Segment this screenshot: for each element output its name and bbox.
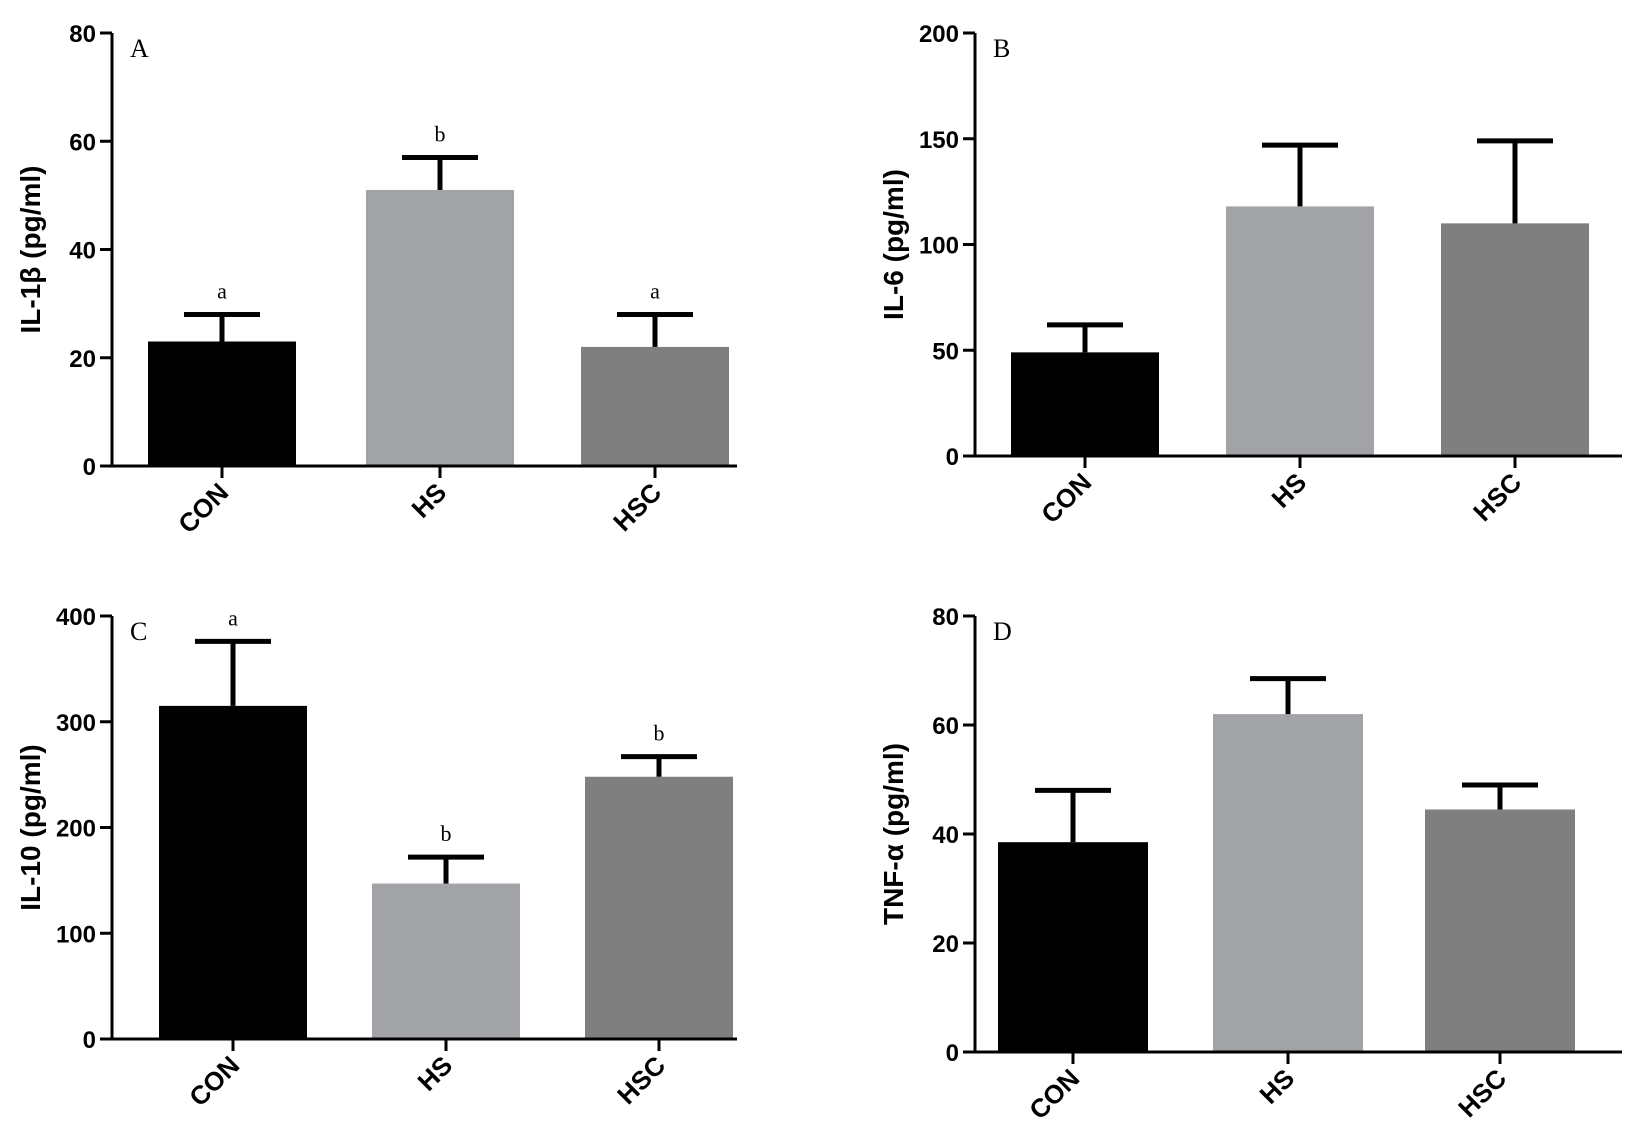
y-tick-label-b-0: 0 <box>946 444 959 471</box>
significance-a-con: a <box>217 278 227 303</box>
bar-a-con <box>148 341 296 466</box>
x-category-label-a-con: CON <box>172 477 234 539</box>
y-axis-title-d: TNF-α (pg/ml) <box>878 743 909 925</box>
bar-c-con <box>159 705 307 1039</box>
x-category-label-b-hs: HS <box>1265 467 1312 514</box>
bar-c-hs <box>372 883 520 1039</box>
y-tick-label-d-20: 20 <box>932 931 959 958</box>
y-tick-label-c-100: 100 <box>56 921 96 948</box>
panel-letter-d: D <box>993 617 1012 646</box>
panel-a: a b a 0 20 40 60 80 CON HS HSC IL-1β (pg/ml) A <box>15 21 737 539</box>
bar-d-con <box>998 842 1148 1052</box>
x-category-label-d-con: CON <box>1023 1063 1085 1125</box>
bar-d-hsc <box>1425 809 1575 1052</box>
significance-c-hs: b <box>441 821 452 846</box>
y-tick-label-a-40: 40 <box>69 238 96 265</box>
y-tick-label-d-60: 60 <box>932 713 959 740</box>
x-category-label-b-con: CON <box>1035 467 1097 529</box>
y-tick-label-a-20: 20 <box>69 346 96 373</box>
panel-c: a b b 0 100 200 300 400 CON HS HSC IL-10 (pg/ml) C <box>15 604 737 1112</box>
bar-a-hs <box>366 189 514 466</box>
x-category-label-a-hs: HS <box>405 477 452 524</box>
significance-a-hs: b <box>435 121 446 146</box>
y-tick-label-b-200: 200 <box>919 21 959 48</box>
bar-a-hsc <box>581 346 729 466</box>
y-tick-label-a-0: 0 <box>83 454 96 481</box>
y-tick-label-b-150: 150 <box>919 127 959 154</box>
x-category-label-b-hsc: HSC <box>1467 467 1527 527</box>
bar-b-hs <box>1226 206 1374 456</box>
bar-d-hs <box>1213 714 1363 1052</box>
panel-letter-c: C <box>130 617 147 646</box>
bar-b-con <box>1011 352 1159 456</box>
y-tick-label-c-0: 0 <box>83 1027 96 1054</box>
significance-c-con: a <box>228 605 238 630</box>
x-category-label-c-hs: HS <box>411 1050 458 1097</box>
y-tick-label-d-40: 40 <box>932 822 959 849</box>
panel-b: 0 50 100 150 200 CON HS HSC IL-6 (pg/ml) B <box>878 21 1622 529</box>
x-category-label-a-hsc: HSC <box>607 477 667 537</box>
x-category-label-d-hs: HS <box>1253 1063 1300 1110</box>
y-axis-title-b: IL-6 (pg/ml) <box>878 169 909 320</box>
y-tick-label-c-300: 300 <box>56 710 96 737</box>
y-axis-title-c: IL-10 (pg/ml) <box>15 744 46 910</box>
bar-b-hsc <box>1441 223 1589 456</box>
significance-a-hsc: a <box>650 278 660 303</box>
y-tick-label-d-80: 80 <box>932 604 959 631</box>
y-tick-label-d-0: 0 <box>946 1040 959 1067</box>
y-tick-label-c-200: 200 <box>56 816 96 843</box>
y-axis-title-a: IL-1β (pg/ml) <box>15 166 46 334</box>
y-tick-label-b-50: 50 <box>932 338 959 365</box>
y-tick-label-b-100: 100 <box>919 233 959 260</box>
y-tick-label-c-400: 400 <box>56 604 96 631</box>
x-category-label-d-hsc: HSC <box>1452 1063 1512 1123</box>
panel-d: 0 20 40 60 80 CON HS HSC TNF-α (pg/ml) D <box>878 604 1622 1125</box>
y-tick-label-a-80: 80 <box>69 21 96 48</box>
panel-letter-a: A <box>130 34 149 63</box>
x-category-label-c-hsc: HSC <box>611 1050 671 1110</box>
bar-c-hsc <box>585 776 733 1039</box>
panel-letter-b: B <box>993 34 1010 63</box>
x-category-label-c-con: CON <box>183 1050 245 1112</box>
significance-c-hsc: b <box>654 721 665 746</box>
y-tick-label-a-60: 60 <box>69 129 96 156</box>
